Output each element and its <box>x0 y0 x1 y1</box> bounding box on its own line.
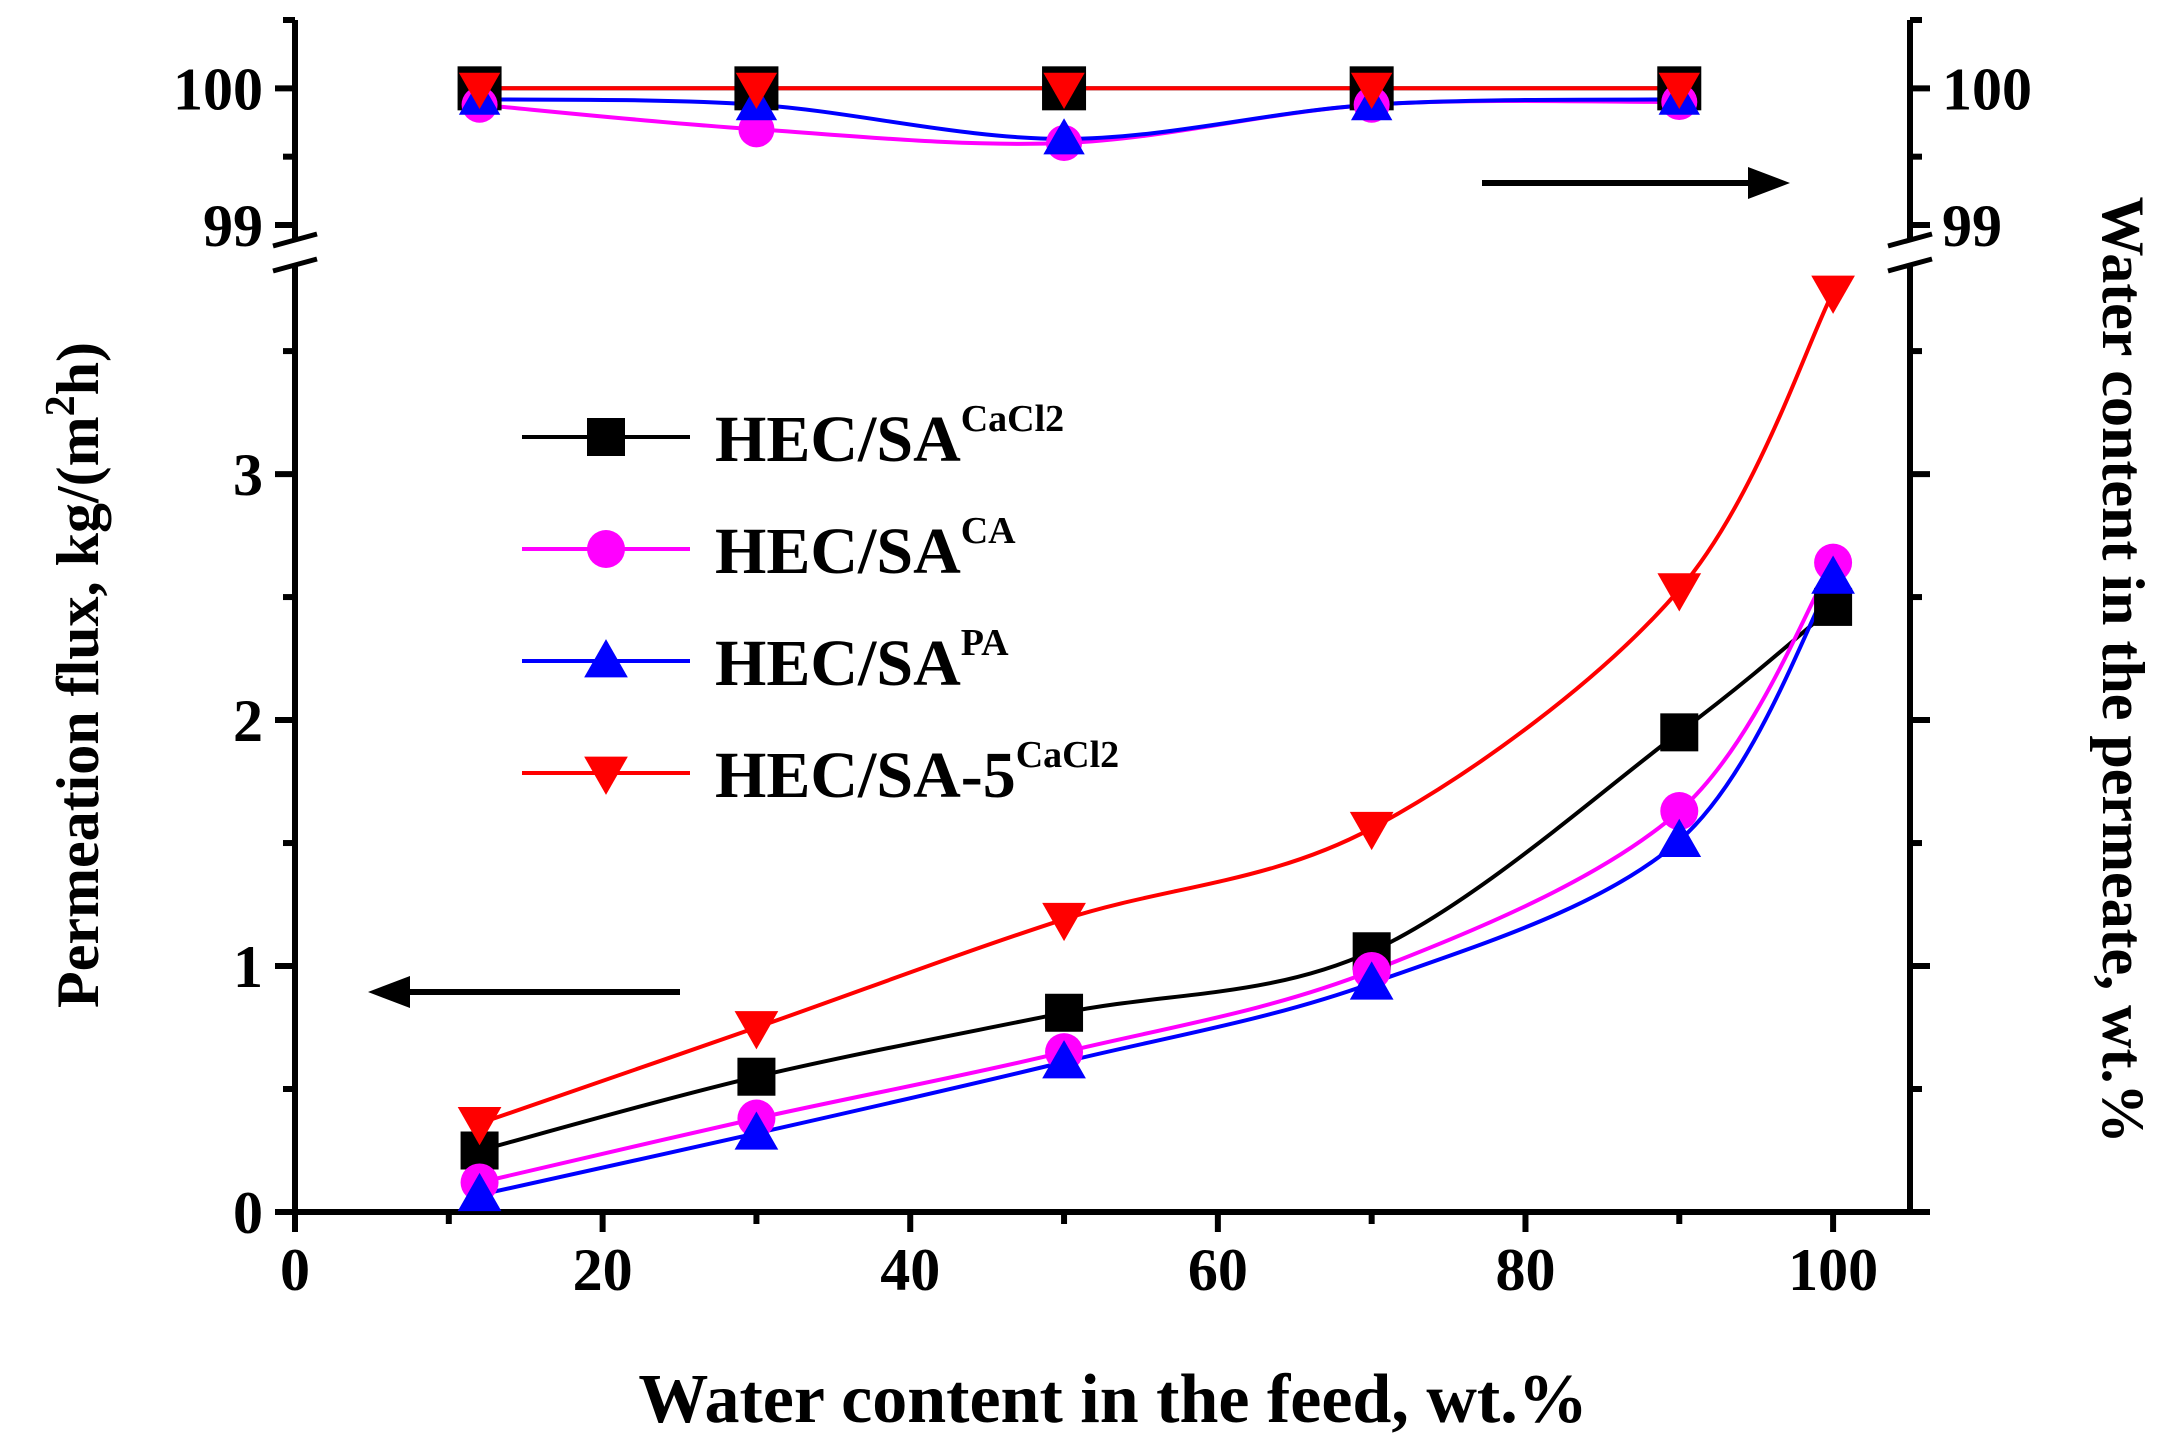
flux-point-series-3 <box>457 1172 502 1212</box>
purity-point-series-4 <box>1043 72 1085 110</box>
x-tick-label: 60 <box>1188 1237 1248 1303</box>
flux-point-series-4 <box>1811 275 1855 314</box>
purity-tick-label-right: 99 <box>1942 193 2002 259</box>
plot-frame <box>272 20 1933 1215</box>
purity-tick-label-right: 100 <box>1942 56 2032 122</box>
tick-labels: 0 20 40 60 80 100 0 1 2 3 99 99 100 100 <box>173 56 2032 1303</box>
x-tick-label: 40 <box>880 1237 940 1303</box>
flux-tick-label: 0 <box>233 1180 263 1246</box>
y-left-label-sup: 2 <box>38 395 84 416</box>
flux-tick-label: 3 <box>233 442 263 508</box>
legend-label: HEC/SAPA <box>715 622 1009 700</box>
flux-tick-label: 1 <box>233 934 263 1000</box>
flux-point-series-4 <box>1042 902 1086 942</box>
y-axis-left-label: Permeation flux, kg/(m2h) <box>38 342 111 1008</box>
flux-point-series-2 <box>1660 792 1699 831</box>
tick-marks <box>275 17 1930 1232</box>
legend-marker <box>584 639 628 678</box>
x-tick-label: 0 <box>280 1237 310 1303</box>
flux-point-series-3 <box>734 1111 779 1150</box>
legend-marker <box>584 756 628 795</box>
flux-point-series-1 <box>1814 587 1853 626</box>
axis-break-mark <box>272 256 318 274</box>
flux-point-series-3 <box>1811 555 1855 594</box>
flux-point-series-3 <box>1042 1040 1086 1079</box>
flux-curve-2 <box>479 561 1835 1185</box>
flux-point-series-1 <box>1045 993 1084 1032</box>
axis-arrows <box>368 167 1790 1008</box>
purity-point-series-4 <box>735 72 778 110</box>
legend-marker <box>587 530 625 568</box>
flux-point-series-1 <box>1660 713 1699 752</box>
flux-point-series-1 <box>737 1057 776 1096</box>
purity-point-series-4 <box>1350 72 1393 110</box>
series-curves <box>478 86 1835 1197</box>
flux-tick-label: 2 <box>233 688 263 754</box>
flux-curve-3 <box>479 576 1835 1197</box>
purity-tick-label-left: 99 <box>203 193 263 259</box>
legend-label: HEC/SACaCl2 <box>715 398 1064 476</box>
y-axis-right-label: Water content in the permeate, wt.% <box>2090 197 2156 1144</box>
legend: HEC/SACaCl2 HEC/SACA HEC/SAPA HEC/SA-5CaCl2 <box>522 398 1119 812</box>
flux-point-series-4 <box>1349 811 1394 851</box>
right-axis-arrow-head <box>1748 167 1790 199</box>
purity-point-series-2 <box>738 111 775 148</box>
axis-break-mark <box>1887 256 1933 274</box>
flux-point-series-3 <box>1657 818 1702 857</box>
flux-point-series-4 <box>457 1107 502 1146</box>
purity-point-series-4 <box>1658 72 1700 110</box>
x-tick-label: 80 <box>1495 1237 1555 1303</box>
purity-point-series-4 <box>458 72 501 110</box>
x-axis-label: Water content in the feed, wt.% <box>638 1361 1587 1438</box>
legend-label: HEC/SA-5CaCl2 <box>715 734 1119 812</box>
flux-point-series-4 <box>1657 573 1702 612</box>
y-left-label-main: Permeation flux, kg/(m <box>45 416 111 1008</box>
series-markers <box>457 66 1855 1212</box>
flux-point-series-3 <box>1349 961 1394 1000</box>
legend-label: HEC/SACA <box>715 510 1016 588</box>
x-tick-label: 20 <box>573 1237 633 1303</box>
left-axis-arrow-head <box>368 976 410 1008</box>
purity-point-series-3 <box>1043 118 1085 155</box>
x-tick-label: 100 <box>1788 1237 1878 1303</box>
flux-curve-1 <box>479 605 1835 1153</box>
purity-tick-label-left: 100 <box>173 56 263 122</box>
axis-break-mark <box>272 231 318 249</box>
axis-break-mark <box>1887 231 1933 249</box>
legend-marker <box>587 418 625 456</box>
y-left-label-tail: h) <box>45 342 111 395</box>
flux-point-series-4 <box>734 1011 779 1050</box>
flux-curve-4 <box>478 291 1835 1126</box>
